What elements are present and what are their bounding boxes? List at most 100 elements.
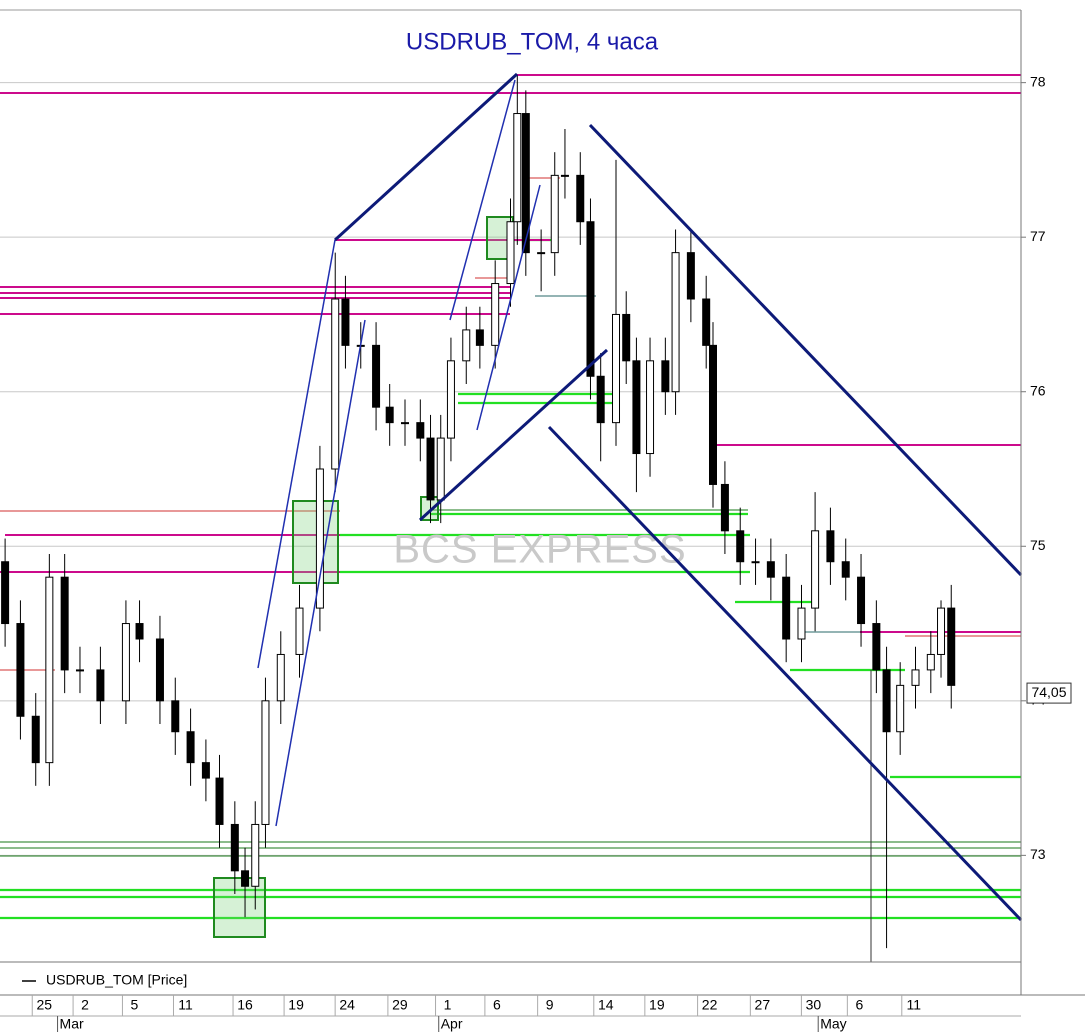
x-tick-label: 22 (702, 997, 718, 1013)
y-tick-label: 77 (1030, 228, 1046, 244)
candle-body (426, 437, 435, 501)
x-tick-label: 27 (755, 997, 771, 1013)
x-tick-label: 24 (339, 997, 355, 1013)
candle-body (782, 576, 791, 640)
month-label: Mar (60, 1016, 84, 1032)
y-tick-label: 75 (1030, 537, 1046, 553)
candle-body (261, 700, 270, 825)
candle-body (596, 375, 605, 424)
x-tick-label: 14 (598, 997, 614, 1013)
x-tick-label: 11 (907, 997, 922, 1013)
candle-body (60, 576, 69, 671)
x-tick-label: 30 (806, 997, 822, 1013)
candle-body (315, 468, 324, 609)
candle-body (155, 638, 164, 702)
candle-body (632, 360, 641, 455)
x-tick-label: 2 (81, 997, 89, 1013)
candle-body (826, 530, 835, 563)
candle-body (937, 607, 946, 655)
candles (1, 74, 956, 949)
candle-body (416, 422, 425, 439)
candle-body (491, 283, 500, 346)
candle-body (436, 437, 445, 501)
candle-body (751, 561, 760, 564)
candle-body (462, 329, 471, 362)
candle-body (550, 174, 559, 254)
candle-body (276, 653, 285, 702)
candle-body (251, 823, 260, 887)
candle-body (135, 623, 144, 640)
candle-body (896, 684, 905, 733)
candle-body (646, 360, 655, 455)
candle-body (926, 653, 935, 671)
candle-body (947, 607, 956, 686)
x-tick-label: 6 (855, 997, 863, 1013)
candle-body (400, 422, 409, 425)
candle-body (586, 221, 595, 377)
candle-body (622, 313, 631, 362)
x-tick-label: 6 (493, 997, 501, 1013)
candle-body (45, 576, 54, 764)
candle-body (720, 483, 729, 532)
candle-body (475, 329, 484, 346)
candle-body (201, 762, 210, 779)
y-tick-label: 73 (1030, 846, 1046, 862)
x-tick-label: 16 (237, 997, 253, 1013)
candle-body (121, 623, 130, 702)
legend-label: USDRUB_TOM [Price] (46, 972, 187, 988)
last-price-label: 74,05 (1031, 684, 1066, 700)
candle-body (215, 777, 224, 825)
x-tick-label: 19 (649, 997, 665, 1013)
x-tick-label: 5 (131, 997, 139, 1013)
month-label: May (820, 1016, 846, 1032)
candle-body (560, 174, 569, 177)
candle-body (75, 669, 84, 672)
candle-body (385, 406, 394, 424)
candle-body (882, 669, 891, 733)
candle-body (186, 731, 195, 764)
candle-body (171, 700, 180, 733)
candle-body (295, 607, 304, 655)
candle-body (31, 715, 40, 764)
candle-body (661, 360, 670, 393)
candle-body (841, 561, 850, 578)
candle-body (537, 252, 546, 255)
candle-body (736, 530, 745, 563)
candle-body (797, 607, 806, 640)
axes: 7374757677782525111619242916914192227306… (31, 73, 1072, 1032)
candle-body (230, 823, 239, 872)
candle-body (872, 623, 881, 671)
candle-body (341, 298, 350, 346)
candle-body (372, 344, 381, 408)
candle-body (612, 313, 621, 424)
candle-body (241, 870, 250, 887)
chart-title: USDRUB_TOM, 4 часа (406, 28, 659, 55)
month-label: Apr (441, 1016, 463, 1032)
x-tick-label: 25 (36, 997, 52, 1013)
annotations (0, 74, 1021, 938)
candle-body (446, 360, 455, 439)
candle-body (16, 623, 25, 717)
candle-body (671, 252, 680, 393)
candle-body (576, 174, 585, 223)
trend-lines (257, 72, 1023, 962)
candle-body (857, 576, 866, 625)
watermark: BCS EXPRESS (393, 528, 686, 572)
last-price-box (1026, 682, 1072, 704)
candle-body (766, 561, 775, 578)
y-tick-label: 76 (1030, 382, 1046, 398)
candle-body (911, 669, 920, 686)
candle-body (811, 530, 820, 609)
x-tick-label: 29 (392, 997, 408, 1013)
x-tick-label: 19 (288, 997, 304, 1013)
x-tick-label: 1 (444, 997, 452, 1013)
candle-body (1, 561, 10, 625)
candle-body (686, 252, 695, 300)
candle-body (702, 298, 711, 346)
candle-body (521, 113, 530, 254)
y-tick-label: 78 (1030, 73, 1046, 89)
x-tick-label: 9 (546, 997, 554, 1013)
candle-body (513, 113, 522, 223)
candle-body (506, 221, 515, 285)
